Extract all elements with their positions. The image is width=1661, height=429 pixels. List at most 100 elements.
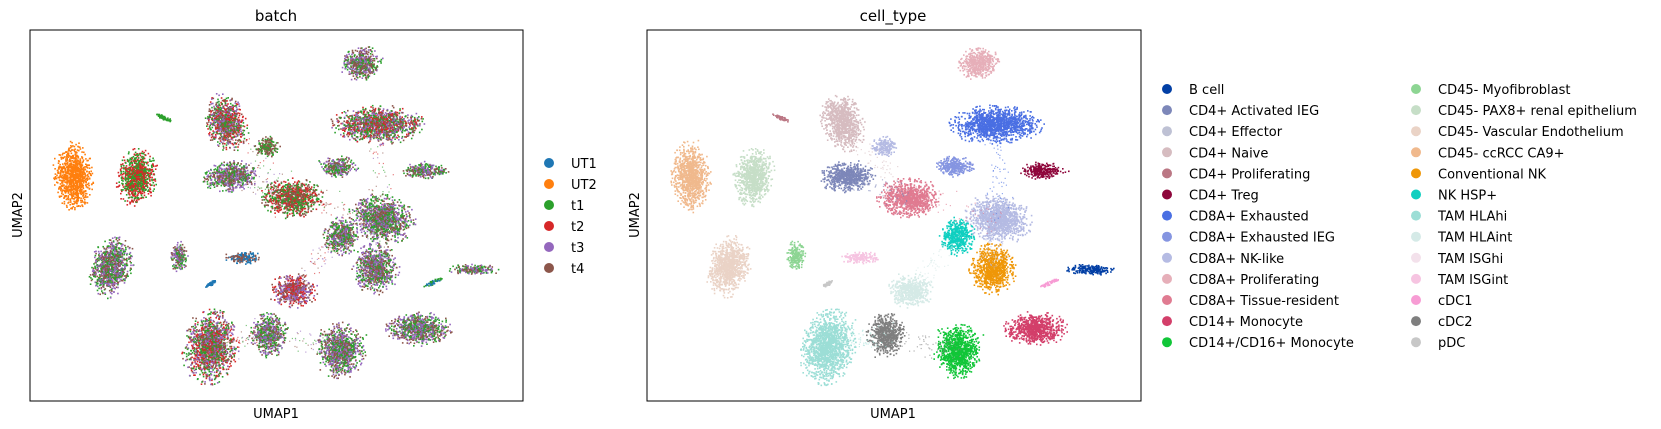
scatter-point [372,115,374,117]
scatter-point [217,107,219,109]
scatter-point [411,122,413,124]
scatter-point [354,115,356,117]
scatter-point [357,136,359,138]
scatter-point [219,125,221,127]
scatter-point [344,127,346,129]
scatter-point [387,126,389,128]
scatter-point [231,113,233,115]
scatter-point [369,73,371,75]
scatter-point [218,95,220,97]
scatter-point [362,109,364,111]
scatter-point [233,105,235,107]
scatter-point [352,61,354,63]
scatter-point [230,143,232,145]
scatter-point [372,118,374,120]
scatter-point [209,114,211,116]
scatter-point [364,64,366,66]
scatter-point [363,113,365,115]
scatter-point [247,183,249,185]
scatter-point [343,62,345,64]
scatter-point [243,168,245,170]
scatter-point [386,129,388,131]
scatter-point [273,145,275,147]
scatter-point [382,127,384,129]
scatter-point [237,104,239,106]
scatter-point [366,111,368,113]
scatter-point [227,163,229,165]
scatter-point [375,113,377,115]
scatter-point [392,113,394,115]
scatter-point [219,180,221,182]
scatter-point [347,110,349,112]
scatter-point [226,98,228,100]
scatter-point [347,160,349,162]
scatter-point [226,147,228,149]
scatter-point [352,68,354,70]
scatter-point [348,124,350,126]
scatter-point [346,55,348,57]
scatter-point [240,176,242,178]
scatter-point [349,139,351,141]
scatter-point [231,143,233,145]
scatter-point [350,130,352,132]
scatter-point [253,169,255,171]
scatter-point [218,115,220,117]
scatter-point [366,129,368,131]
scatter-point [224,181,226,183]
point-cluster [331,105,426,145]
scatter-point [369,62,371,64]
scatter-point [359,74,361,76]
scatter-point [336,159,338,161]
scatter-point [402,112,404,114]
scatter-point [248,174,250,176]
scatter-point [406,130,408,132]
scatter-point [359,126,361,128]
scatter-point [265,136,267,138]
scatter-point [221,131,223,133]
scatter-point [222,168,224,170]
scatter-point [218,175,220,177]
scatter-point [267,147,269,149]
scatter-point [225,172,227,174]
scatter-point [225,105,227,107]
scatter-point [354,118,356,120]
scatter-point [234,163,236,165]
scatter-point [221,117,223,119]
scatter-point [241,168,243,170]
scatter-point [357,132,359,134]
scatter-point [376,66,378,68]
scatter-point [228,188,230,190]
scatter-point [334,124,336,126]
scatter-point [343,124,345,126]
scatter-point [216,124,218,126]
scatter-point [368,51,370,53]
scatter-point [321,166,323,168]
scatter-point [365,108,367,110]
scatter-point [369,127,371,129]
scatter-point [389,112,391,114]
scatter-point [362,117,364,119]
scatter-point [399,116,401,118]
scatter-point [374,50,376,52]
scatter-point [205,173,207,175]
scatter-point [363,119,365,121]
scatter-point [341,164,343,166]
scatter-point [419,123,421,125]
scatter-point [217,102,219,104]
scatter-point [332,120,334,122]
scatter-point [235,182,237,184]
scatter-point [347,122,349,124]
scatter-point [368,142,370,144]
scatter-point [210,111,212,113]
scatter-point [243,184,245,186]
scatter-point [367,59,369,61]
scatter-point [216,172,218,174]
scatter-point [380,105,382,107]
scatter-point [222,132,224,134]
scatter-point [217,168,219,170]
scatter-point [223,184,225,186]
scatter-point [234,120,236,122]
scatter-point [354,71,356,73]
scatter-point [357,128,359,130]
scatter-point [216,183,218,185]
